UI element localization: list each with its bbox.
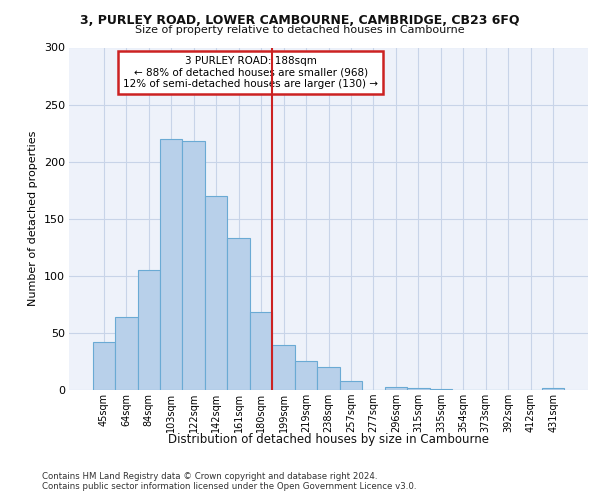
- Text: Contains public sector information licensed under the Open Government Licence v3: Contains public sector information licen…: [42, 482, 416, 491]
- Bar: [317, 367, 340, 390]
- Y-axis label: Number of detached properties: Number of detached properties: [28, 131, 38, 306]
- Bar: [182, 141, 205, 390]
- Text: 3 PURLEY ROAD: 188sqm
← 88% of detached houses are smaller (968)
12% of semi-det: 3 PURLEY ROAD: 188sqm ← 88% of detached …: [123, 56, 378, 90]
- Bar: [205, 196, 227, 390]
- Text: Contains HM Land Registry data © Crown copyright and database right 2024.: Contains HM Land Registry data © Crown c…: [42, 472, 377, 481]
- Bar: [272, 346, 295, 390]
- Bar: [340, 381, 362, 390]
- Bar: [92, 342, 115, 390]
- Bar: [542, 388, 565, 390]
- Bar: [430, 389, 452, 390]
- Text: Size of property relative to detached houses in Cambourne: Size of property relative to detached ho…: [135, 25, 465, 35]
- Bar: [385, 386, 407, 390]
- Bar: [407, 388, 430, 390]
- Bar: [250, 312, 272, 390]
- Bar: [295, 362, 317, 390]
- Bar: [137, 270, 160, 390]
- Bar: [115, 317, 137, 390]
- Text: Distribution of detached houses by size in Cambourne: Distribution of detached houses by size …: [168, 432, 490, 446]
- Text: 3, PURLEY ROAD, LOWER CAMBOURNE, CAMBRIDGE, CB23 6FQ: 3, PURLEY ROAD, LOWER CAMBOURNE, CAMBRID…: [80, 14, 520, 27]
- Bar: [227, 238, 250, 390]
- Bar: [160, 139, 182, 390]
